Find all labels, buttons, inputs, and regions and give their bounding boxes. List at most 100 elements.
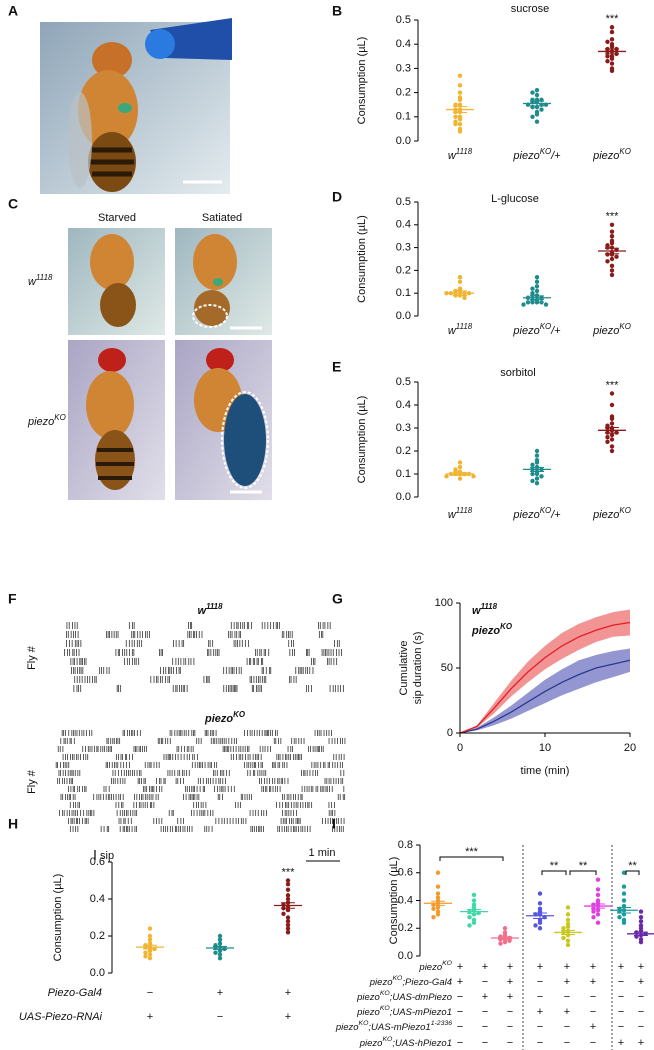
data-point xyxy=(609,240,615,246)
data-point xyxy=(534,112,540,117)
data-point xyxy=(213,950,218,955)
data-point xyxy=(453,102,458,107)
data-point xyxy=(435,905,441,910)
data-point xyxy=(565,917,571,923)
condition-label-text: piezo xyxy=(335,1022,359,1033)
row-label-superscript: 1118 xyxy=(36,273,53,282)
condition-label-text: piezo xyxy=(356,992,380,1003)
data-point xyxy=(285,882,291,887)
condition-label-superscript: KO xyxy=(442,960,453,967)
error-bar xyxy=(530,100,544,107)
data-point xyxy=(530,478,535,484)
condition-mark: − xyxy=(564,991,570,1003)
x-tick-label-text: /+ xyxy=(550,325,561,337)
y-axis-label: Consumption (µL) xyxy=(356,396,368,484)
y-axis-label: Consumption (µL) xyxy=(52,874,64,962)
y-tick-label: 100 xyxy=(435,597,453,609)
photo-a xyxy=(40,18,232,194)
panel-label: D xyxy=(332,189,342,205)
legend-label: w1118 xyxy=(472,602,498,617)
data-point xyxy=(457,476,463,481)
data-point xyxy=(565,912,571,917)
data-point xyxy=(609,437,615,442)
data-point xyxy=(534,92,540,98)
y-axis-label: Fly # xyxy=(26,645,38,670)
data-point xyxy=(534,284,540,289)
line xyxy=(459,659,631,734)
data-point xyxy=(595,908,601,913)
x-tick-label-superscript: 1118 xyxy=(456,322,473,331)
panel-label: E xyxy=(332,359,341,375)
x-tick-label: w1118 xyxy=(448,322,473,337)
error-bar xyxy=(634,931,648,936)
data-point xyxy=(537,901,543,906)
condition-label-text: ;Piezo-Gal4 xyxy=(402,977,452,988)
condition-label-superscript: KO xyxy=(382,1036,393,1043)
y-tick-label: 50 xyxy=(441,662,453,674)
data-point xyxy=(471,920,477,925)
condition-mark: + xyxy=(285,987,291,999)
condition-mark: − xyxy=(537,1021,543,1033)
condition-mark: − xyxy=(507,1006,513,1018)
x-tick-label-superscript: KO xyxy=(540,147,551,156)
data-point xyxy=(444,474,449,479)
row-label: piezoKO xyxy=(27,413,66,428)
data-point xyxy=(457,117,463,122)
x-tick-label-text: w xyxy=(448,509,457,521)
condition-label-text: ;UAS-mPiezo1 xyxy=(390,1007,452,1018)
x-tick-label: 0 xyxy=(457,742,463,754)
data-point xyxy=(609,391,615,396)
error-bar xyxy=(143,944,157,950)
data-point xyxy=(435,870,441,875)
data-point xyxy=(435,912,441,917)
data-point xyxy=(609,272,615,278)
data-point xyxy=(638,914,644,920)
error-bar xyxy=(591,903,605,909)
significance: *** xyxy=(282,866,296,878)
data-point xyxy=(285,878,291,883)
line xyxy=(459,621,631,734)
group-label-text: piezo xyxy=(204,713,233,725)
condition-mark: − xyxy=(618,1006,624,1018)
data-point xyxy=(561,926,566,931)
error-bar xyxy=(530,295,544,301)
y-tick-label: 0.0 xyxy=(398,950,413,962)
data-point xyxy=(605,439,610,444)
data-point xyxy=(147,952,153,957)
data-point xyxy=(609,56,615,61)
data-point xyxy=(609,68,615,74)
x-tick-label-text: w xyxy=(448,150,457,162)
y-tick-label: 0.6 xyxy=(90,856,105,868)
y-tick-label: 0.0 xyxy=(396,135,411,147)
condition-label-text: piezo xyxy=(356,1007,380,1018)
data-point xyxy=(285,915,291,920)
x-tick-label: piezoKO xyxy=(592,147,631,162)
data-point xyxy=(534,275,540,280)
data-point xyxy=(147,956,153,961)
error-bar xyxy=(617,906,631,914)
significance-bracket xyxy=(625,870,640,875)
data-point xyxy=(471,474,476,479)
data-point xyxy=(561,935,566,941)
data-point xyxy=(609,61,615,66)
condition-label: piezoKO;UAS-dmPiezo xyxy=(356,990,452,1003)
data-point xyxy=(605,39,610,44)
condition-label: piezoKO;UAS-mPiezo1 xyxy=(356,1005,452,1018)
panel-label: I xyxy=(332,816,336,832)
data-point xyxy=(605,435,610,440)
condition-label: piezoKO xyxy=(418,960,452,973)
column-label: Satiated xyxy=(202,212,242,224)
data-point xyxy=(537,926,543,931)
y-tick-label: 0.2 xyxy=(398,922,413,934)
data-point xyxy=(638,909,644,914)
condition-mark: − xyxy=(457,1006,463,1018)
data-point xyxy=(457,83,463,88)
data-point xyxy=(285,919,291,924)
condition-label-superscript: KO xyxy=(380,990,391,997)
data-point xyxy=(609,444,615,449)
legend-label-superscript: KO xyxy=(500,622,513,631)
data-point xyxy=(431,914,436,920)
x-tick-label-text: w xyxy=(448,325,457,337)
data-point xyxy=(457,121,463,127)
error-bar xyxy=(213,946,227,951)
